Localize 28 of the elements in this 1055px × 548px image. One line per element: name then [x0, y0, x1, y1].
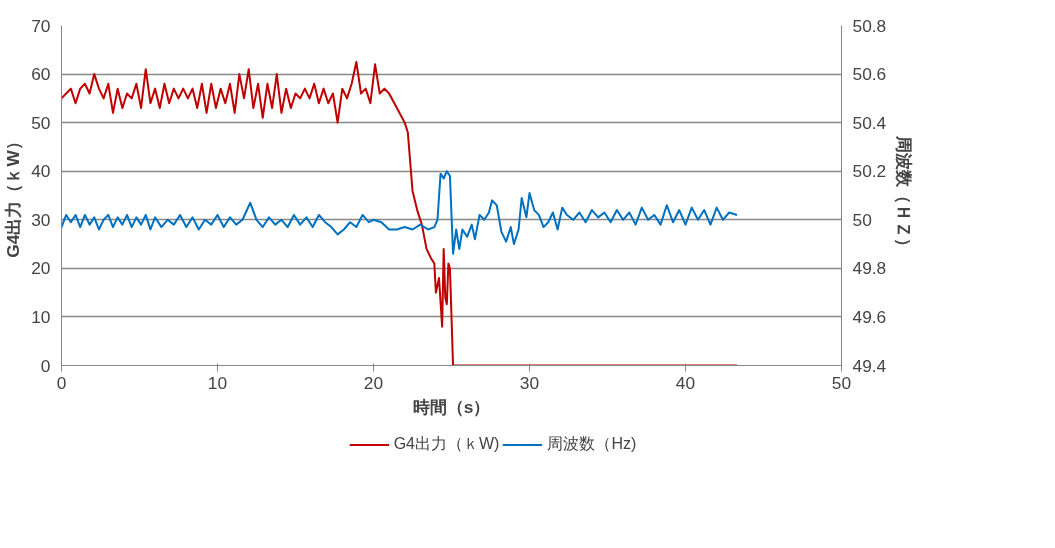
x-tick-label: 50 — [831, 372, 852, 393]
x-tick-label: 40 — [675, 372, 696, 393]
x-tick-label: 30 — [519, 372, 540, 393]
y2-tick-label: 50.4 — [852, 112, 887, 133]
x-tick-label: 0 — [56, 372, 67, 393]
y-tick-label: 30 — [31, 209, 51, 230]
y-tick-label: 40 — [31, 161, 51, 182]
y2-tick-label: 50.6 — [852, 64, 887, 85]
x-tick-label: 20 — [363, 372, 384, 393]
y2-tick-label: 49.8 — [852, 258, 887, 279]
y-tick-label: 20 — [31, 258, 51, 279]
line-series — [61, 170, 738, 255]
y2-axis-title: 周波数（ＨＺ） — [894, 135, 915, 255]
y-tick-label: 10 — [31, 306, 51, 327]
y2-tick-label: 49.6 — [852, 306, 887, 327]
x-axis-title: 時間（s） — [412, 396, 491, 417]
y2-tick-label: 50.8 — [852, 15, 887, 36]
y-tick-label: 50 — [31, 112, 51, 133]
x-tick-label: 10 — [207, 372, 228, 393]
y-axis-title: G4出力（ｋW） — [3, 133, 24, 258]
y2-tick-label: 49.4 — [852, 355, 887, 376]
y2-tick-label: 50 — [852, 209, 872, 230]
y2-tick-label: 50.2 — [852, 161, 887, 182]
y-tick-label: 60 — [31, 64, 51, 85]
legend-label: 周波数（Hz) — [547, 433, 637, 454]
y-tick-label: 70 — [31, 15, 51, 36]
legend-label: G4出力（ｋW) — [393, 433, 500, 454]
y-tick-label: 0 — [40, 355, 51, 376]
